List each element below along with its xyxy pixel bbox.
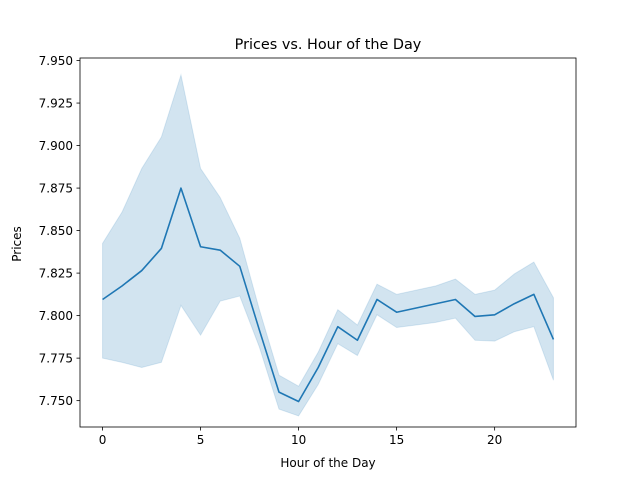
data-point-hour-1 — [121, 284, 124, 287]
data-point-hour-18 — [454, 298, 457, 301]
data-point-hour-10 — [297, 400, 300, 403]
data-point-hour-6 — [219, 249, 222, 252]
data-point-hour-13 — [356, 339, 359, 342]
data-point-hour-15 — [395, 311, 398, 314]
data-point-hour-21 — [513, 302, 516, 305]
data-point-hour-4 — [179, 187, 182, 190]
y-tick-label: 7.925 — [39, 96, 73, 110]
x-tick-label: 0 — [99, 433, 107, 447]
data-point-hour-3 — [160, 247, 163, 250]
x-tick-label: 5 — [197, 433, 205, 447]
data-point-hour-9 — [277, 391, 280, 394]
axes: 0 5 10 15 20 7.750 7.775 7.800 7.825 7.850 7.875 7.… — [39, 54, 577, 447]
data-point-hour-17 — [434, 302, 437, 305]
data-point-hour-11 — [317, 366, 320, 369]
data-point-hour-2 — [140, 269, 143, 272]
y-tick-label: 7.950 — [39, 54, 73, 68]
axes-frame — [79, 57, 577, 428]
price-line — [102, 187, 555, 403]
data-point-hour-19 — [474, 315, 477, 318]
x-tick-label: 10 — [291, 433, 306, 447]
y-tick-label: 7.875 — [39, 181, 73, 195]
y-tick-label: 7.775 — [39, 351, 73, 365]
x-tick-label: 15 — [389, 433, 404, 447]
y-tick-label: 7.825 — [39, 266, 73, 280]
x-tick-label: 20 — [487, 433, 502, 447]
data-point-hour-8 — [258, 329, 261, 332]
data-point-hour-5 — [199, 245, 202, 248]
y-tick-label: 7.750 — [39, 394, 73, 408]
y-tick-label: 7.900 — [39, 139, 73, 153]
x-axis-label: Hour of the Day — [280, 456, 375, 470]
chart-title: Prices vs. Hour of the Day — [235, 37, 422, 53]
data-point-hour-20 — [493, 313, 496, 316]
data-point-hour-23 — [552, 338, 555, 341]
data-point-hour-22 — [532, 293, 535, 296]
plot-area — [101, 73, 555, 417]
data-point-hour-0 — [101, 298, 104, 301]
data-point-hour-16 — [415, 306, 418, 309]
data-point-hour-12 — [336, 325, 339, 328]
y-tick-label: 7.850 — [39, 224, 73, 238]
y-tick-label: 7.800 — [39, 309, 73, 323]
data-point-hour-7 — [238, 265, 241, 268]
data-point-hour-14 — [376, 298, 379, 301]
y-axis-label: Prices — [10, 226, 24, 262]
